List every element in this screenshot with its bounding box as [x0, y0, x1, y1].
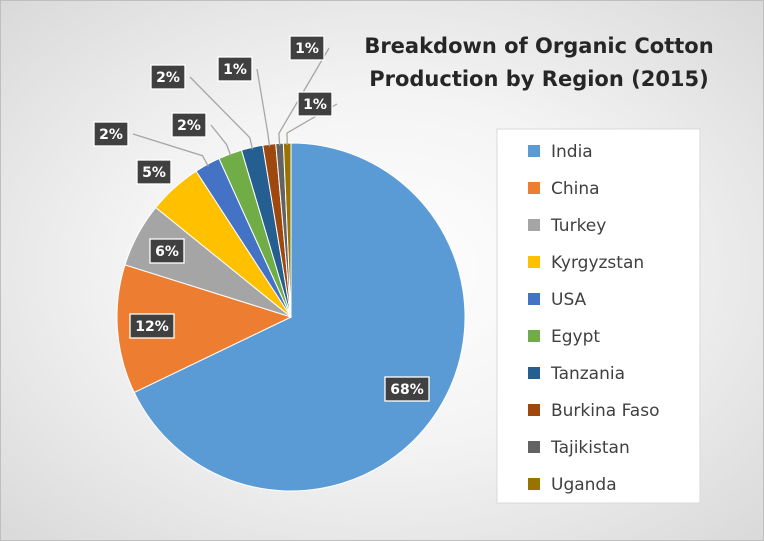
data-label: 1%	[289, 35, 325, 61]
legend-swatch	[528, 441, 540, 453]
data-label: 12%	[129, 313, 175, 339]
data-label: 68%	[384, 376, 430, 402]
legend-swatch	[528, 219, 540, 231]
leader-line	[189, 76, 254, 150]
data-label: 5%	[136, 159, 172, 185]
legend-item: Tajikistan	[528, 438, 630, 458]
legend-item: Egypt	[528, 327, 600, 347]
legend-swatch	[528, 256, 540, 268]
data-label-box	[93, 121, 129, 147]
data-label: 1%	[217, 56, 253, 82]
data-label-text: 2%	[99, 127, 123, 143]
legend-swatch	[528, 145, 540, 157]
legend-item: India	[528, 142, 593, 162]
data-label-text: 2%	[177, 118, 201, 134]
data-label-box	[149, 238, 185, 264]
legend-label: Tajikistan	[550, 438, 630, 458]
pie-slices	[116, 142, 466, 492]
legend-swatch	[528, 182, 540, 194]
data-label-text: 5%	[142, 165, 166, 181]
data-label-box	[217, 56, 253, 82]
data-label: 1%	[297, 91, 333, 117]
data-label-box	[129, 313, 175, 339]
data-label-box	[297, 91, 333, 117]
data-label-box	[289, 35, 325, 61]
legend-label: India	[551, 142, 593, 162]
data-label-text: 1%	[303, 97, 327, 113]
data-label-box	[384, 376, 430, 402]
legend-label: Burkina Faso	[551, 401, 659, 421]
legend: India China Turkey Kyrgyzstan USA Egypt Tanzan…	[496, 128, 701, 504]
legend-item: Turkey	[528, 216, 606, 236]
legend-swatch	[528, 293, 540, 305]
data-label-box	[150, 64, 186, 90]
leader-line	[278, 47, 330, 146]
data-label: 2%	[171, 112, 207, 138]
leader-line	[210, 124, 232, 157]
data-label: 2%	[150, 64, 186, 90]
data-label-text: 1%	[223, 62, 247, 78]
legend-swatch	[528, 478, 540, 490]
legend-item: Uganda	[528, 475, 617, 495]
data-label-text: 6%	[155, 244, 179, 260]
chart-title: Breakdown of Organic Cotton Production b…	[364, 34, 713, 91]
legend-label: Egypt	[551, 327, 600, 347]
legend-swatch	[528, 404, 540, 416]
chart-title-line-2: Production by Region (2015)	[369, 67, 709, 91]
chart-title-line-1: Breakdown of Organic Cotton	[364, 34, 713, 58]
legend-item: China	[528, 179, 600, 199]
data-label-text: 2%	[156, 70, 180, 86]
data-label: 6%	[149, 238, 185, 264]
data-labels: 68% 12% 6% 5% 2% 2% 2% 1% 1% 1%	[93, 35, 430, 402]
pie-slice-china	[116, 264, 293, 394]
data-label: 2%	[93, 121, 129, 147]
legend-label: Tanzania	[550, 364, 625, 384]
legend-label: USA	[551, 290, 587, 310]
legend-swatch	[528, 330, 540, 342]
legend-label: Turkey	[550, 216, 606, 236]
legend-label: China	[551, 179, 600, 199]
data-label-text: 68%	[390, 382, 424, 398]
legend-item: Kyrgyzstan	[528, 253, 644, 273]
data-label-box	[171, 112, 207, 138]
leader-line	[132, 133, 209, 167]
legend-item: Burkina Faso	[528, 401, 659, 421]
pie-slice-india	[133, 142, 466, 492]
legend-label: Kyrgyzstan	[551, 253, 644, 273]
data-label-text: 1%	[295, 41, 319, 57]
legend-swatch	[528, 367, 540, 379]
data-label-text: 12%	[135, 319, 169, 335]
legend-item: Tanzania	[528, 364, 625, 384]
data-label-box	[136, 159, 172, 185]
legend-item: USA	[528, 290, 587, 310]
legend-label: Uganda	[551, 475, 617, 495]
leader-line	[256, 68, 271, 147]
